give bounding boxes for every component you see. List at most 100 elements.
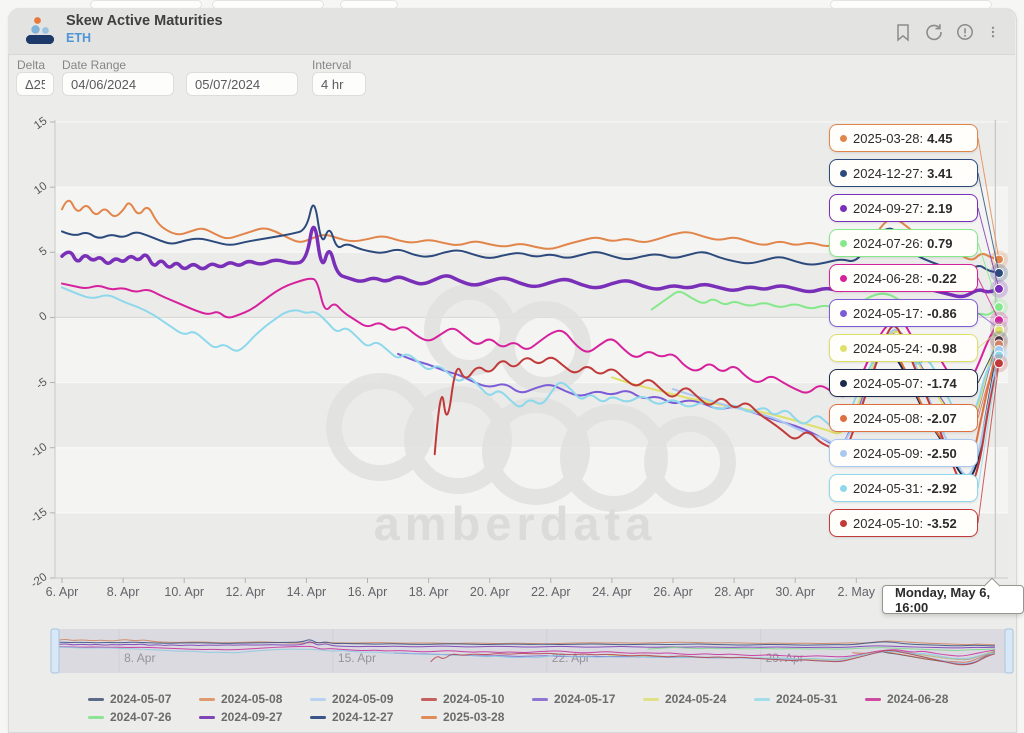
date-to-input[interactable] (186, 72, 298, 96)
x-axis-label: 12. Apr (225, 585, 266, 599)
legend-item-2024-05-10[interactable]: 2024-05-10 (421, 690, 532, 708)
legend-swatch (421, 715, 437, 719)
legend-item-2024-05-08[interactable]: 2024-05-08 (199, 690, 310, 708)
legend-swatch (199, 697, 215, 701)
tooltip-series-value: -2.07 (927, 410, 957, 426)
tooltip-series-value: -0.98 (927, 340, 957, 356)
x-axis-label: 20. Apr (469, 585, 510, 599)
series-tooltip: 2024-05-31: -2.92 (829, 474, 978, 502)
series-tooltip: 2024-05-24: -0.98 (829, 334, 978, 362)
legend-swatch (643, 697, 659, 701)
legend-label: 2024-05-08 (221, 692, 283, 706)
page-title: Skew Active Maturities (66, 13, 223, 29)
interval-select[interactable] (312, 72, 366, 96)
tooltip-series-date: 2024-05-17: (853, 305, 924, 321)
x-axis-label: 18. Apr (408, 585, 449, 599)
tooltip-series-dot (840, 169, 847, 177)
legend-label: 2024-05-17 (554, 692, 616, 706)
legend-label: 2024-06-28 (887, 692, 949, 706)
tooltip-series-dot (840, 519, 847, 527)
tooltip-series-dot (840, 414, 847, 422)
tooltip-series-date: 2024-05-08: (853, 410, 924, 426)
tooltip-series-date: 2025-03-28: (853, 130, 924, 146)
legend-swatch (310, 697, 326, 701)
legend-item-2024-06-28[interactable]: 2024-06-28 (865, 690, 976, 708)
date-range-label: Date Range (62, 58, 127, 72)
legend-item-2024-05-31[interactable]: 2024-05-31 (754, 690, 865, 708)
delta-label: Delta (17, 58, 46, 72)
series-tooltip: 2024-05-09: -2.50 (829, 439, 978, 467)
legend-label: 2024-07-26 (110, 710, 172, 724)
tooltip-series-date: 2024-09-27: (853, 200, 924, 216)
tooltip-series-value: -0.86 (927, 305, 957, 321)
legend-swatch (865, 697, 881, 701)
series-tooltip: 2024-05-10: -3.52 (829, 509, 978, 537)
x-axis-label: 30. Apr (775, 585, 815, 599)
bookmark-icon[interactable] (893, 22, 913, 42)
x-axis-label: 16. Apr (347, 585, 388, 599)
tooltip-series-value: -0.22 (927, 270, 957, 286)
legend-item-2025-03-28[interactable]: 2025-03-28 (421, 708, 532, 726)
legend-item-2024-05-17[interactable]: 2024-05-17 (532, 690, 643, 708)
x-axis-label: 24. Apr (592, 585, 632, 599)
tooltip-series-value: -3.52 (927, 515, 957, 531)
tooltip-series-dot (840, 449, 847, 457)
date-from-input[interactable] (62, 72, 174, 96)
tooltip-series-date: 2024-05-09: (853, 445, 924, 461)
legend-swatch (310, 715, 326, 719)
legend-item-2024-05-24[interactable]: 2024-05-24 (643, 690, 754, 708)
tooltip-series-dot (840, 344, 847, 352)
tooltip-series-dot (840, 134, 847, 142)
legend-item-2024-09-27[interactable]: 2024-09-27 (199, 708, 310, 726)
refresh-icon[interactable] (924, 22, 944, 42)
delta-select[interactable] (16, 72, 54, 96)
legend-swatch (421, 697, 437, 701)
tooltip-series-value: -1.74 (927, 375, 957, 391)
legend-item-2024-12-27[interactable]: 2024-12-27 (310, 708, 421, 726)
legend-item-2024-05-07[interactable]: 2024-05-07 (88, 690, 199, 708)
tooltip-series-value: 3.41 (927, 165, 953, 181)
chart-legend: 2024-05-07 2024-05-08 2024-05-09 2024-05-10… (88, 690, 988, 726)
x-axis-label: 28. Apr (714, 585, 754, 599)
legend-swatch (754, 697, 770, 701)
tooltip-series-value: 2.19 (927, 200, 953, 216)
tooltip-series-dot (840, 484, 847, 492)
tooltip-series-date: 2024-05-10: (853, 515, 924, 531)
series-tooltip: 2024-12-27: 3.41 (829, 159, 978, 187)
legend-label: 2024-05-31 (776, 692, 838, 706)
kebab-menu-icon[interactable] (986, 22, 1000, 42)
legend-swatch (88, 715, 104, 719)
tooltip-series-date: 2024-07-26: (853, 235, 924, 251)
info-icon[interactable] (955, 22, 975, 42)
tooltip-series-value: 0.79 (927, 235, 953, 251)
asset-subtitle: ETH (66, 31, 91, 45)
tooltip-series-dot (840, 379, 847, 387)
tooltip-series-date: 2024-05-24: (853, 340, 924, 356)
interval-label: Interval (312, 58, 352, 72)
navigator-label: 29. Apr (765, 651, 804, 665)
tooltip-series-date: 2024-12-27: (853, 165, 924, 181)
series-tooltip: 2025-03-28: 4.45 (829, 124, 978, 152)
x-axis-label: 22. Apr (530, 585, 571, 599)
navigator-label: 8. Apr (124, 651, 156, 665)
tooltip-series-dot (840, 309, 847, 317)
legend-label: 2024-05-24 (665, 692, 727, 706)
series-tooltip: 2024-05-17: -0.86 (829, 299, 978, 327)
legend-label: 2024-12-27 (332, 710, 394, 724)
tooltip-series-date: 2024-06-28: (853, 270, 924, 286)
tooltip-series-value: 4.45 (927, 130, 953, 146)
date-tooltip: Monday, May 6, 16:00 (882, 577, 1024, 615)
navigator-label: 22. Apr (551, 651, 590, 665)
x-axis-label: 6. Apr (45, 585, 79, 599)
series-tooltip: 2024-05-07: -1.74 (829, 369, 978, 397)
legend-label: 2025-03-28 (443, 710, 505, 724)
tooltip-series-date: 2024-05-07: (853, 375, 924, 391)
legend-label: 2024-05-07 (110, 692, 172, 706)
series-tooltip: 2024-05-08: -2.07 (829, 404, 978, 432)
x-axis-label: 2. May (837, 585, 876, 599)
x-axis-label: 14. Apr (286, 585, 327, 599)
tooltip-series-value: -2.50 (927, 445, 957, 461)
legend-item-2024-05-09[interactable]: 2024-05-09 (310, 690, 421, 708)
x-axis-label: 8. Apr (106, 585, 140, 599)
legend-item-2024-07-26[interactable]: 2024-07-26 (88, 708, 199, 726)
